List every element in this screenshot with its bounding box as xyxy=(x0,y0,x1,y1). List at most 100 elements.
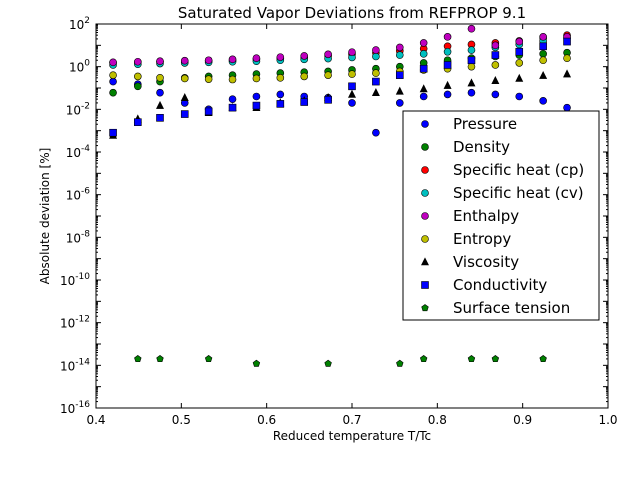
legend-label-enthalpy: Enthalpy xyxy=(453,207,519,225)
point-density xyxy=(109,88,117,97)
x-axis-label: Reduced temperature T/Tc xyxy=(273,429,431,443)
point-conductivity xyxy=(563,37,571,46)
point-viscosity xyxy=(491,76,500,84)
point-entropy xyxy=(134,72,142,81)
point-pressure xyxy=(515,92,524,101)
point-viscosity xyxy=(515,73,524,82)
x-tick-label: 1.0 xyxy=(598,413,617,427)
point-viscosity xyxy=(563,69,572,78)
point-entropy xyxy=(539,56,547,65)
plot-frame xyxy=(95,23,609,409)
y-tick-label: 10-8 xyxy=(66,229,91,245)
point-entropy xyxy=(563,54,571,62)
point-surface-tension xyxy=(204,355,213,363)
legend-marker-enthalpy xyxy=(421,212,429,220)
point-entropy xyxy=(156,74,164,82)
point-enthalpy xyxy=(300,52,309,60)
point-surface-tension xyxy=(419,355,428,363)
point-surface-tension xyxy=(539,355,547,363)
point-entropy xyxy=(109,71,117,79)
y-tick-exponent: -8 xyxy=(81,229,90,239)
point-pressure xyxy=(109,77,117,86)
point-enthalpy xyxy=(228,55,237,64)
point-entropy xyxy=(180,74,189,83)
y-tick-exponent: -4 xyxy=(81,144,90,154)
point-conductivity xyxy=(109,128,117,137)
y-tick-exponent: -14 xyxy=(75,357,90,367)
y-tick-exponent: 2 xyxy=(84,16,90,26)
y-tick-exponent: -16 xyxy=(75,400,90,410)
point-enthalpy xyxy=(395,43,404,52)
x-tick-label: 0.9 xyxy=(513,413,532,427)
point-density xyxy=(539,50,547,58)
point-surface-tension xyxy=(396,359,404,367)
y-tick-base: 10 xyxy=(69,61,84,75)
y-tick-label: 102 xyxy=(69,16,90,32)
point-surface-tension xyxy=(491,355,500,363)
y-tick-label: 10-6 xyxy=(66,187,91,203)
point-entropy xyxy=(491,61,500,69)
point-conductivity xyxy=(252,101,261,110)
legend-box xyxy=(402,110,600,321)
legend-marker-entropy xyxy=(421,235,429,243)
y-tick-base: 10 xyxy=(69,18,84,32)
point-viscosity xyxy=(539,70,548,79)
point-pressure xyxy=(539,97,547,105)
point-viscosity xyxy=(180,93,189,102)
point-entropy xyxy=(348,70,356,78)
legend-marker-specific-heat-cv xyxy=(421,189,429,197)
y-tick-label: 10-16 xyxy=(60,400,90,416)
legend-marker-viscosity xyxy=(421,257,429,266)
point-specific-heat-cv xyxy=(467,46,476,54)
y-tick-label: 10-14 xyxy=(60,357,90,373)
point-entropy xyxy=(252,74,261,83)
point-conductivity xyxy=(372,77,380,86)
x-tick-label: 0.6 xyxy=(257,413,276,427)
point-enthalpy xyxy=(324,50,332,59)
point-viscosity xyxy=(348,89,356,98)
point-conductivity xyxy=(156,114,164,122)
y-tick-label: 10-12 xyxy=(60,315,90,331)
point-specific-heat-cv xyxy=(395,51,404,59)
point-enthalpy xyxy=(252,54,261,62)
point-enthalpy xyxy=(134,57,142,66)
y-tick-base: 10 xyxy=(60,359,75,373)
legend-label-pressure: Pressure xyxy=(453,115,517,133)
legend-marker-surface-tension xyxy=(421,304,429,312)
point-viscosity xyxy=(371,88,380,97)
point-conductivity xyxy=(443,61,452,69)
point-enthalpy xyxy=(372,46,380,54)
point-specific-heat-cv xyxy=(443,47,452,56)
legend-marker-density xyxy=(421,143,429,151)
point-density xyxy=(134,82,142,91)
legend-label-density: Density xyxy=(453,138,510,156)
point-entropy xyxy=(204,75,213,83)
point-enthalpy xyxy=(419,39,428,47)
y-tick-label: 100 xyxy=(69,59,90,75)
chart-title: Saturated Vapor Deviations from REFPROP … xyxy=(178,4,526,22)
point-pressure xyxy=(491,90,500,99)
legend-label-viscosity: Viscosity xyxy=(453,253,519,271)
point-conductivity xyxy=(348,82,356,91)
y-tick-base: 10 xyxy=(60,274,75,288)
point-surface-tension xyxy=(134,355,142,363)
legend-label-specific-heat-cv: Specific heat (cv) xyxy=(453,184,584,202)
point-conductivity xyxy=(134,118,142,126)
x-tick-label: 0.7 xyxy=(342,413,361,427)
y-tick-base: 10 xyxy=(66,231,81,245)
x-tick-label: 0.4 xyxy=(86,413,105,427)
point-conductivity xyxy=(419,64,428,73)
legend-marker-pressure xyxy=(421,120,429,128)
y-tick-exponent: -12 xyxy=(75,315,90,325)
legend-label-conductivity: Conductivity xyxy=(453,276,547,294)
point-entropy xyxy=(324,71,332,79)
y-tick-base: 10 xyxy=(66,146,81,160)
y-tick-label: 10-4 xyxy=(66,144,91,160)
point-pressure xyxy=(443,90,452,99)
point-entropy xyxy=(372,69,380,77)
y-tick-base: 10 xyxy=(66,103,81,117)
point-specific-heat-cv xyxy=(372,52,380,61)
legend-label-surface-tension: Surface tension xyxy=(453,299,570,317)
